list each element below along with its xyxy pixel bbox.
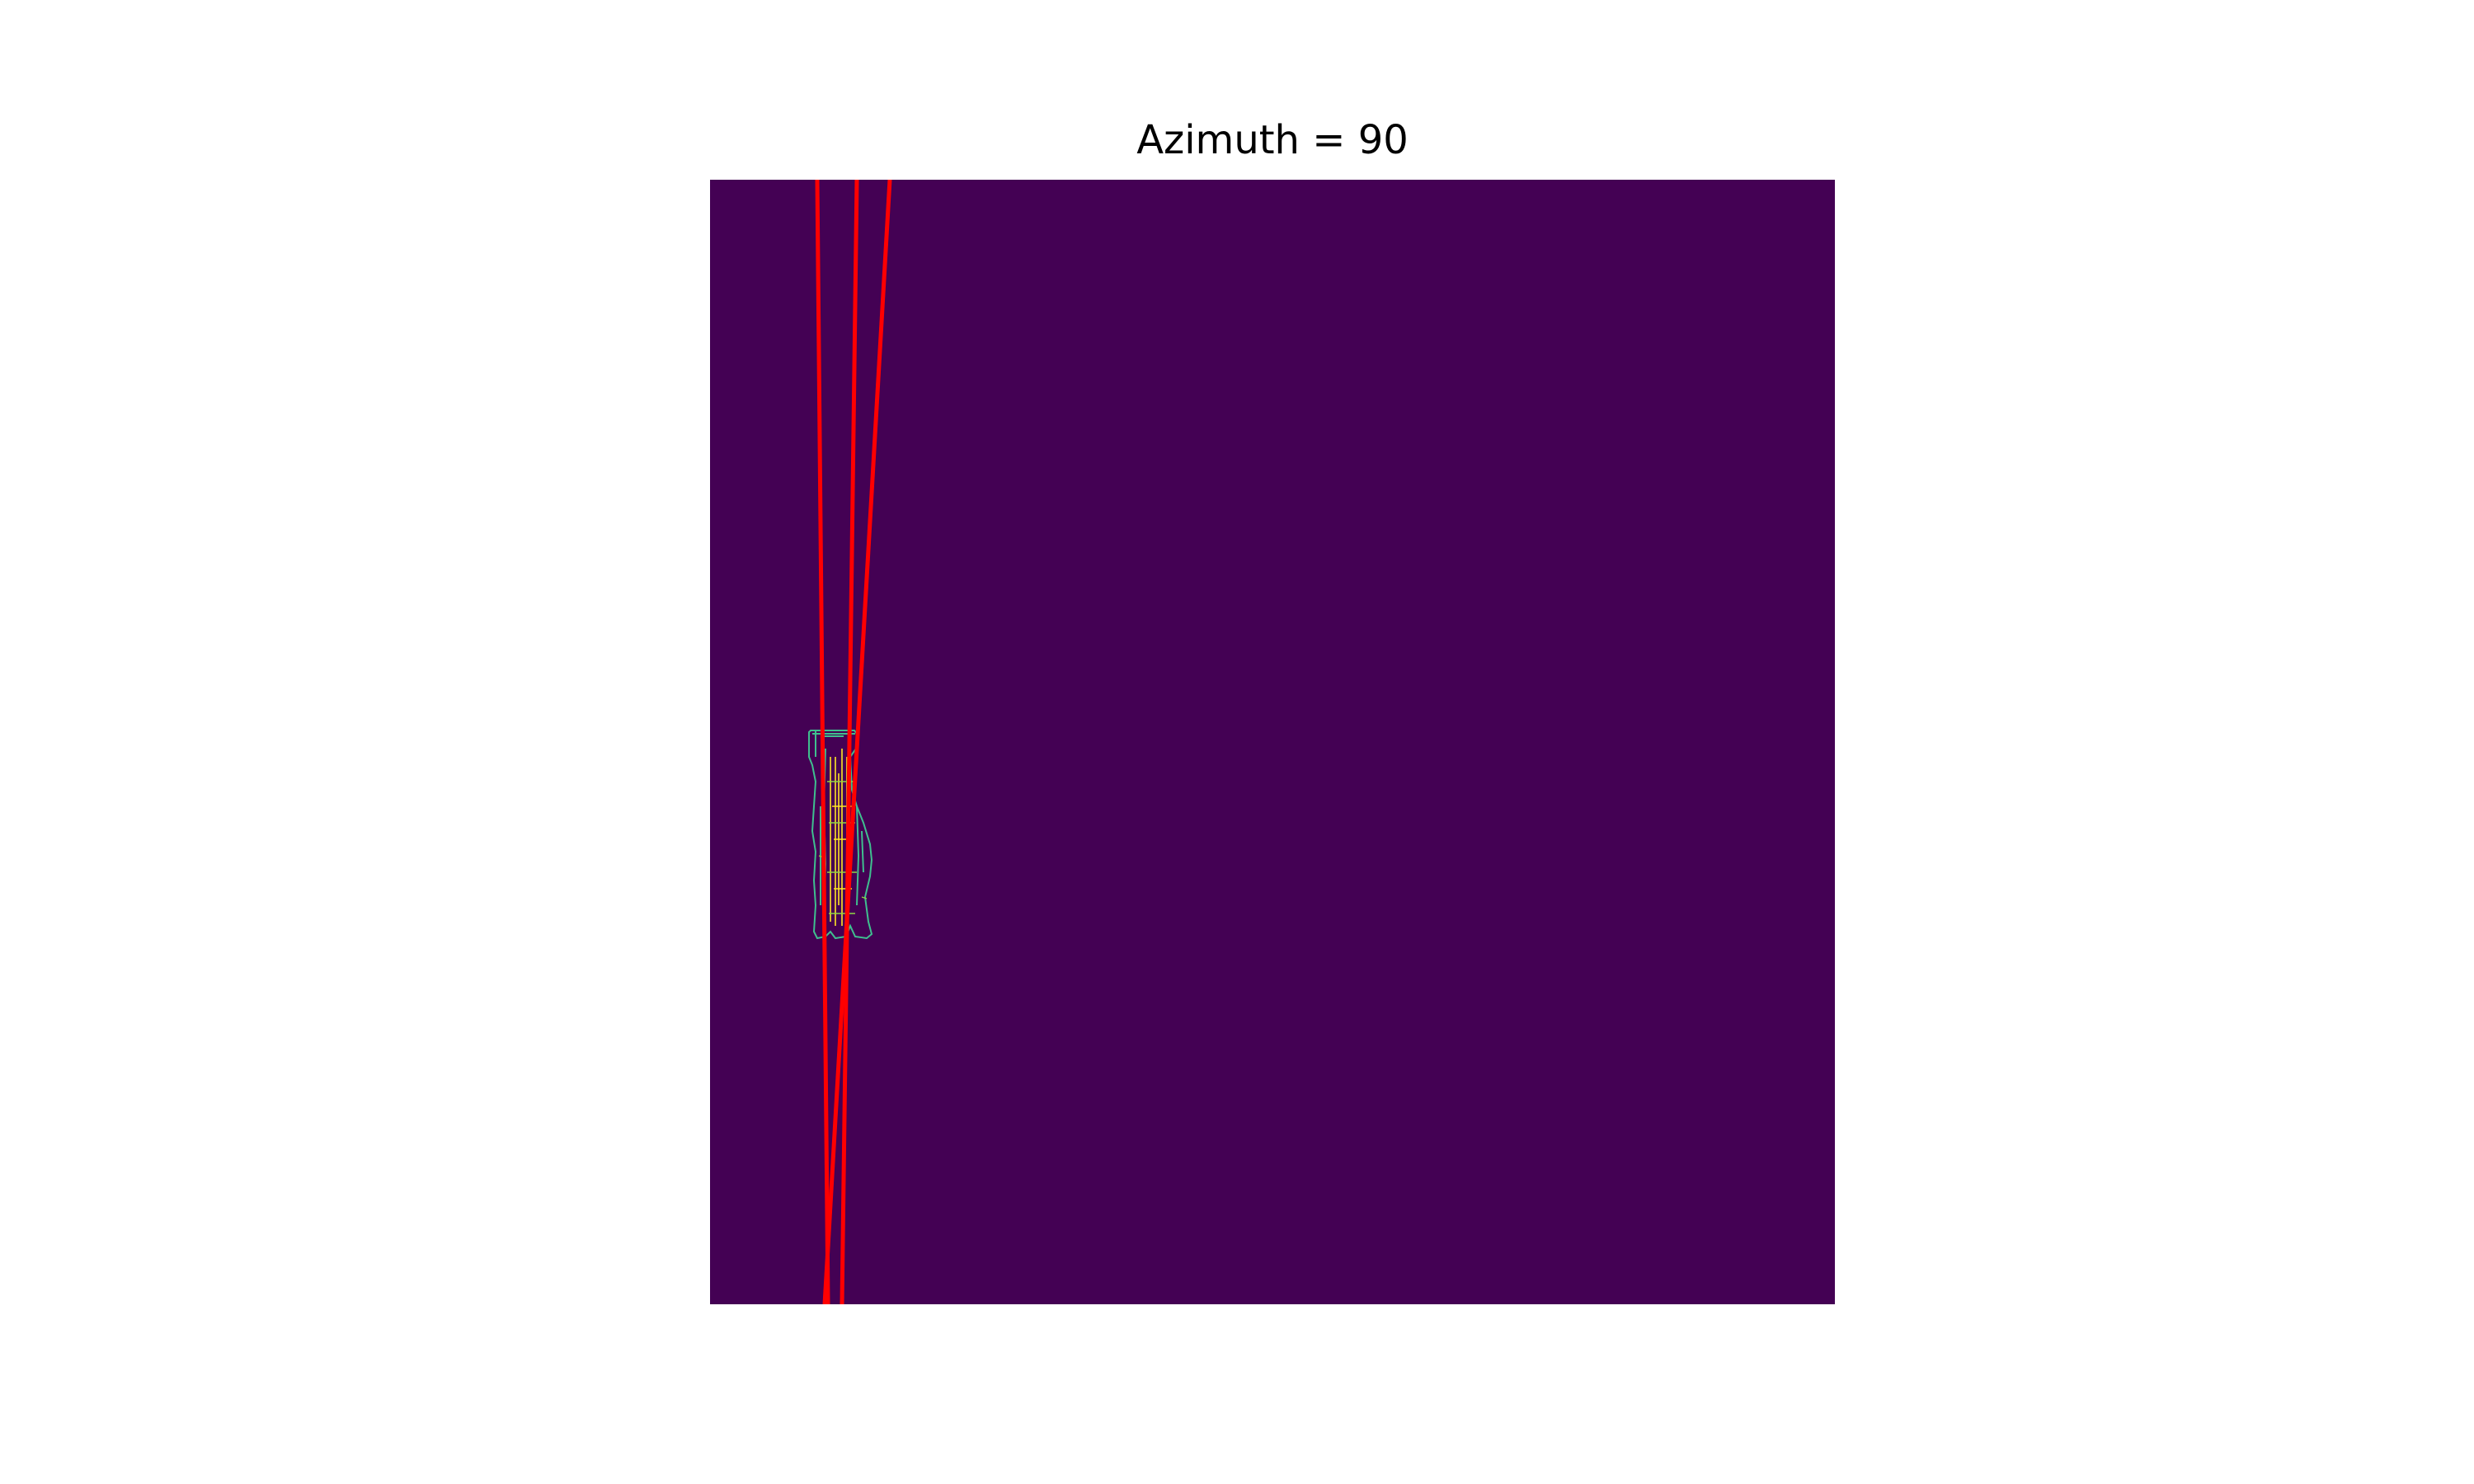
edge-contour-details (818, 781, 868, 914)
detected-line-3 (822, 180, 892, 1304)
plot-title: Azimuth = 90 (1136, 117, 1409, 163)
image-panel (710, 180, 1835, 1304)
edge-map-image (710, 180, 1835, 1304)
edge-contour-cap (812, 730, 855, 757)
detected-lines (815, 180, 892, 1304)
detected-line-1 (815, 180, 830, 1304)
edge-contour-inner-right (856, 805, 864, 906)
detected-line-2 (840, 180, 859, 1304)
image-background (710, 180, 1835, 1304)
